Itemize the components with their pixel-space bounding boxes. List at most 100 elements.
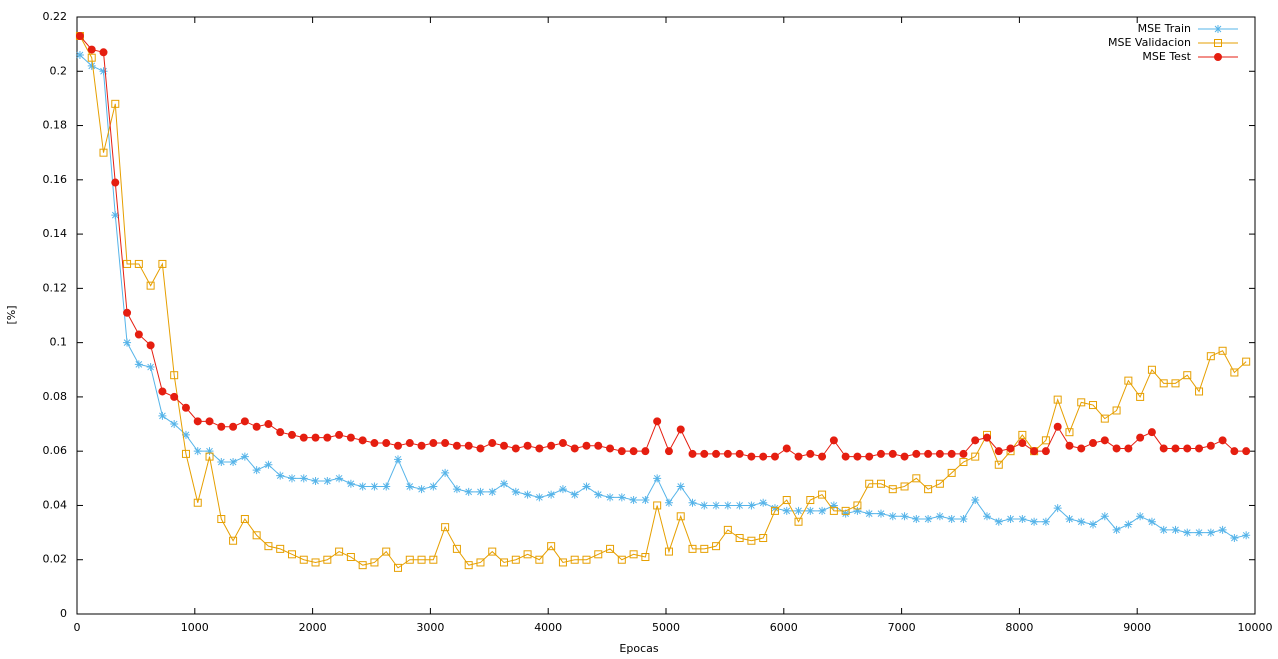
marker <box>1242 447 1251 456</box>
marker <box>688 498 697 507</box>
marker <box>229 458 238 467</box>
marker <box>924 515 933 524</box>
marker <box>912 449 921 458</box>
marker <box>1183 371 1192 380</box>
marker <box>405 482 414 491</box>
marker <box>747 536 756 545</box>
marker <box>888 449 897 458</box>
marker <box>358 436 367 445</box>
marker <box>417 441 426 450</box>
marker <box>500 558 509 567</box>
marker <box>547 542 556 551</box>
marker <box>99 48 108 57</box>
marker <box>335 547 344 556</box>
marker <box>1018 515 1027 524</box>
marker <box>676 482 685 491</box>
marker <box>229 422 238 431</box>
marker <box>134 259 143 268</box>
marker <box>429 482 438 491</box>
y-tick-label: 0.16 <box>43 173 68 186</box>
marker <box>311 558 320 567</box>
marker <box>1041 447 1050 456</box>
legend-label: MSE Train <box>1138 22 1191 35</box>
marker <box>1159 379 1168 388</box>
marker <box>1171 525 1180 534</box>
marker <box>770 504 779 513</box>
marker <box>358 561 367 570</box>
marker <box>853 501 862 510</box>
x-tick-label: 10000 <box>1238 621 1273 634</box>
legend-marker <box>1214 53 1222 61</box>
marker <box>688 449 697 458</box>
marker <box>1065 515 1074 524</box>
plot-border <box>76 16 1256 615</box>
marker <box>606 444 615 453</box>
marker <box>1041 436 1050 445</box>
marker <box>240 417 249 426</box>
marker <box>417 555 426 564</box>
series-line <box>79 54 1247 539</box>
marker <box>323 433 332 442</box>
marker <box>323 477 332 486</box>
marker <box>181 449 190 458</box>
marker <box>818 506 827 515</box>
marker <box>558 558 567 567</box>
marker <box>700 544 709 553</box>
marker <box>500 441 509 450</box>
marker <box>606 544 615 553</box>
marker <box>841 509 850 518</box>
y-tick-label: 0 <box>60 607 67 620</box>
marker <box>629 496 638 505</box>
marker <box>1077 398 1086 407</box>
legend-label: MSE Validacion <box>1108 36 1191 49</box>
marker <box>547 490 556 499</box>
marker <box>971 436 980 445</box>
marker <box>853 452 862 461</box>
marker <box>452 544 461 553</box>
marker <box>417 485 426 494</box>
marker <box>523 441 532 450</box>
marker <box>629 550 638 559</box>
y-tick-label: 0.1 <box>50 336 68 349</box>
marker <box>1053 422 1062 431</box>
marker <box>476 444 485 453</box>
marker <box>75 50 84 59</box>
marker <box>759 452 768 461</box>
marker <box>158 411 167 420</box>
marker <box>770 452 779 461</box>
marker <box>900 452 909 461</box>
marker <box>983 512 992 521</box>
marker <box>876 509 885 518</box>
marker <box>947 449 956 458</box>
marker <box>782 506 791 515</box>
marker <box>1183 528 1192 537</box>
marker <box>146 363 155 372</box>
marker <box>1041 517 1050 526</box>
marker <box>641 553 650 562</box>
marker <box>1147 428 1156 437</box>
marker <box>382 439 391 448</box>
marker <box>1195 444 1204 453</box>
marker <box>924 449 933 458</box>
marker <box>476 558 485 567</box>
marker <box>1206 441 1215 450</box>
marker <box>606 493 615 502</box>
marker <box>818 490 827 499</box>
marker <box>653 474 662 483</box>
marker <box>582 441 591 450</box>
marker <box>664 447 673 456</box>
marker <box>370 558 379 567</box>
marker <box>523 490 532 499</box>
marker <box>912 474 921 483</box>
legend-marker <box>1214 39 1222 47</box>
marker <box>1136 512 1145 521</box>
marker <box>1124 444 1133 453</box>
marker <box>382 482 391 491</box>
marker <box>511 487 520 496</box>
marker <box>782 496 791 505</box>
marker <box>488 439 497 448</box>
marker <box>370 482 379 491</box>
marker <box>676 512 685 521</box>
x-tick-label: 2000 <box>299 621 327 634</box>
marker <box>1053 504 1062 513</box>
